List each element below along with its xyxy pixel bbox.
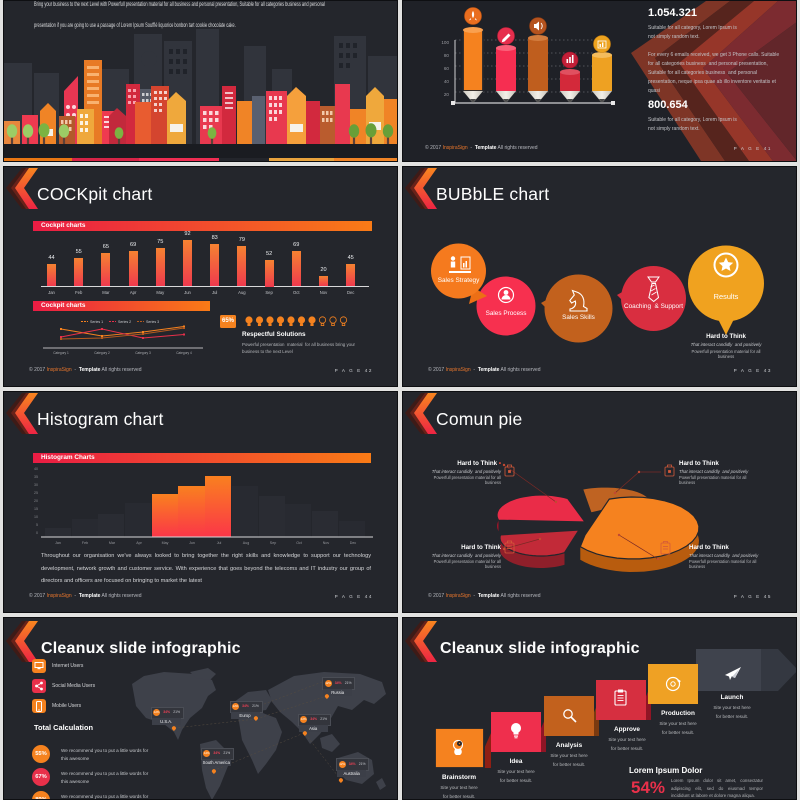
svg-text:Results: Results	[714, 292, 739, 301]
svg-text:Oct: Oct	[296, 541, 302, 545]
svg-text:Jul: Jul	[217, 541, 222, 545]
svg-text:Category 1: Category 1	[53, 351, 69, 355]
svg-text:Coaching & Support: Coaching & Support	[624, 303, 683, 310]
svg-text:Aug: Aug	[243, 541, 249, 545]
svg-text:Mar: Mar	[109, 541, 116, 545]
svg-text:Jun: Jun	[189, 541, 195, 545]
svg-text:May: May	[162, 541, 169, 545]
svg-text:Sales Strategy: Sales Strategy	[438, 277, 480, 284]
svg-text:for better result.: for better result.	[443, 794, 475, 799]
svg-text:for better result.: for better result.	[500, 778, 532, 783]
svg-text:Apr: Apr	[136, 541, 142, 545]
svg-text:Launch: Launch	[721, 694, 744, 701]
svg-text:Category 2: Category 2	[94, 351, 110, 355]
svg-text:Jan: Jan	[55, 541, 61, 545]
svg-text:Category 3: Category 3	[135, 351, 151, 355]
svg-text:for better result.: for better result.	[611, 746, 643, 751]
svg-text:Dec: Dec	[350, 541, 357, 545]
svg-text:Series 1: Series 1	[90, 320, 103, 324]
svg-text:Feb: Feb	[82, 541, 88, 545]
svg-text:Site your text here: Site your text here	[608, 737, 646, 742]
svg-text:Production: Production	[661, 710, 695, 717]
svg-text:Sales Process: Sales Process	[486, 310, 527, 317]
svg-text:Site your text here: Site your text here	[713, 705, 751, 710]
svg-text:for better result.: for better result.	[553, 762, 585, 767]
svg-text:Series 3: Series 3	[146, 320, 159, 324]
svg-text:Site your text here: Site your text here	[659, 721, 697, 726]
svg-text:Sep: Sep	[270, 541, 276, 545]
svg-text:Idea: Idea	[510, 758, 523, 765]
svg-text:for better result.: for better result.	[716, 714, 748, 719]
svg-text:for better result.: for better result.	[662, 730, 694, 735]
svg-text:Site your text here: Site your text here	[497, 769, 535, 774]
svg-text:Brainstorm: Brainstorm	[442, 774, 476, 781]
svg-text:Site your text here: Site your text here	[440, 785, 478, 790]
svg-text:Analysis: Analysis	[556, 742, 583, 749]
svg-text:Site your text here: Site your text here	[550, 753, 588, 758]
svg-text:Series 2: Series 2	[118, 320, 131, 324]
svg-text:Sales Skills: Sales Skills	[562, 314, 595, 321]
svg-text:Category 4: Category 4	[176, 351, 192, 355]
svg-text:Nov: Nov	[323, 541, 330, 545]
svg-text:Approve: Approve	[614, 726, 640, 733]
